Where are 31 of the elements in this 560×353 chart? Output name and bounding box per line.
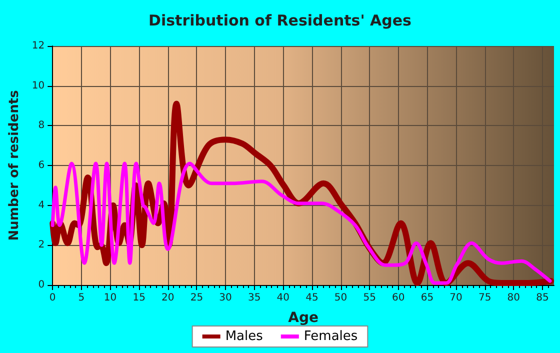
y-axis-title: Number of residents <box>7 90 22 241</box>
x-axis-title: Age <box>288 310 318 326</box>
x-tick-label: 80 <box>507 292 520 304</box>
x-tick-label: 40 <box>276 292 290 304</box>
x-tick-label: 85 <box>536 292 549 304</box>
y-tick-label: 8 <box>38 120 45 132</box>
x-tick-label: 25 <box>190 292 204 304</box>
x-tick-label: 70 <box>450 292 462 304</box>
x-tick-label: 20 <box>162 292 174 304</box>
x-tick-label: 65 <box>420 292 434 304</box>
x-tick-label: 50 <box>334 292 348 304</box>
y-tick-label: 12 <box>32 40 45 52</box>
legend-label: Males <box>225 329 264 344</box>
y-tick-label: 2 <box>38 240 45 251</box>
x-tick-label: 5 <box>78 292 85 304</box>
line-series <box>50 162 552 285</box>
x-tick-label: 75 <box>478 292 492 304</box>
x-tick-label: 15 <box>132 292 146 304</box>
x-tick-label: 30 <box>219 292 232 304</box>
y-tick-label: 4 <box>38 200 45 211</box>
y-tick-label: 6 <box>38 160 45 171</box>
x-tick-label: 35 <box>248 292 261 304</box>
x-tick-label: 0 <box>49 292 56 304</box>
chart-title: Distribution of Residents' Ages <box>148 12 412 30</box>
legend-label: Females <box>304 329 358 344</box>
x-tick-label: 10 <box>104 292 117 304</box>
y-tick-label: 10 <box>32 80 45 92</box>
x-tick-label: 60 <box>392 292 405 304</box>
x-tick-label: 45 <box>306 292 318 304</box>
y-tick-label: 0 <box>38 280 45 290</box>
x-tick-label: 55 <box>363 292 376 304</box>
